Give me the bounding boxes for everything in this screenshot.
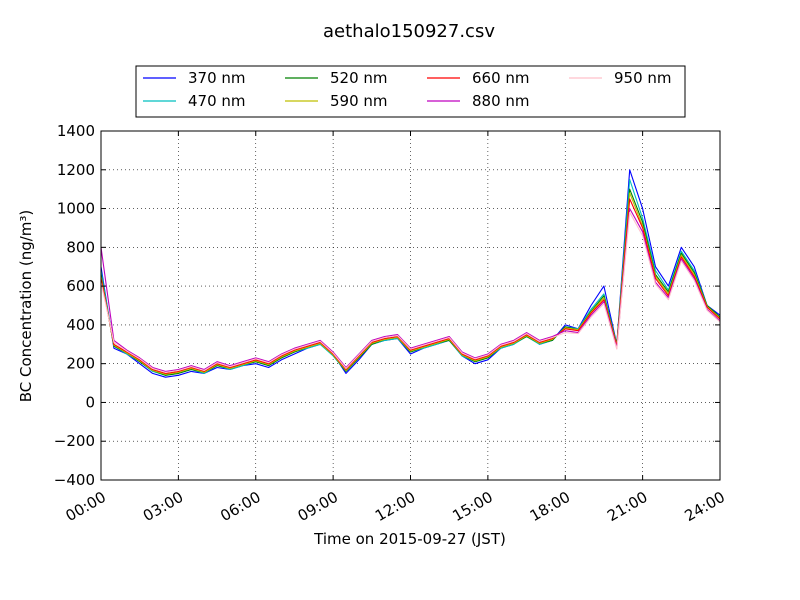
series-line-950-nm [100,211,721,373]
legend-label: 590 nm [330,92,388,110]
y-tick-label: −200 [54,432,95,450]
legend-box [135,65,686,118]
chart-title: aethalo150927.csv [323,21,495,42]
legend-label: 370 nm [188,69,246,87]
legend-label: 880 nm [472,92,530,110]
legend-label: 520 nm [330,69,388,87]
y-tick-label: 400 [66,316,95,334]
legend: 370 nm 470 nm 520 nm 590 nm 660 nm 880 nm 950 … [135,65,686,118]
x-axis-label: Time on 2015-09-27 (JST) [313,530,506,548]
y-tick-label: 1000 [57,200,95,218]
y-tick-label: −400 [54,471,95,489]
y-tick-label: 1200 [57,161,95,179]
plot-area [100,130,721,481]
legend-label: 950 nm [614,69,672,87]
y-axis-label: BC Concentration (ng/m³) [17,210,35,403]
legend-label: 660 nm [472,69,530,87]
y-tick-label: 1400 [57,122,95,140]
y-tick-label: 800 [66,238,95,256]
y-tick-label: 200 [66,355,95,373]
y-tick-label: 600 [66,277,95,295]
legend-label: 470 nm [188,92,246,110]
y-tick-label: 0 [85,393,95,411]
